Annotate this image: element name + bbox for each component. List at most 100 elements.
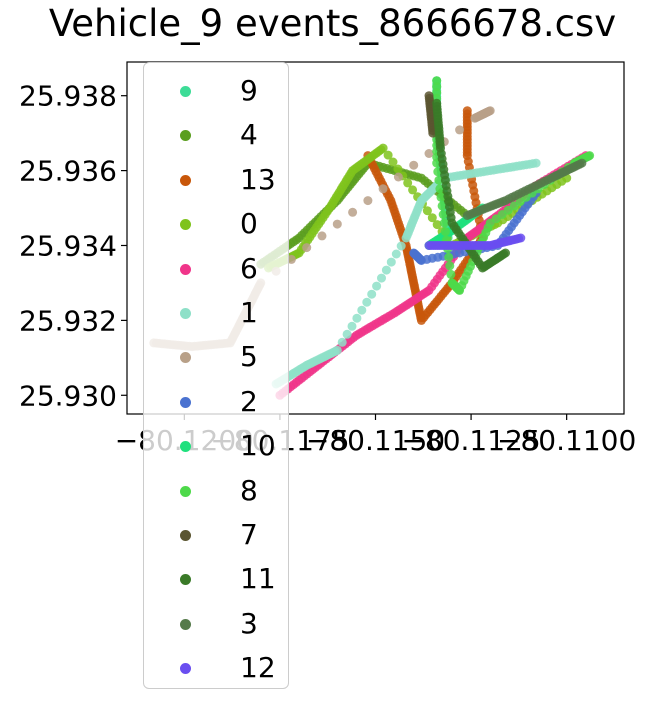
chart-marks — [149, 76, 595, 400]
legend-marker — [180, 86, 191, 97]
point-1 — [352, 313, 362, 323]
point-5 — [332, 219, 342, 229]
legend-label: 3 — [240, 606, 258, 640]
legend-item-0: 0 — [144, 202, 290, 246]
point-5 — [393, 172, 403, 182]
point-0 — [408, 185, 418, 195]
x-tick-label: −80.1100 — [497, 424, 636, 457]
legend-label: 9 — [240, 74, 258, 107]
legend-label: 6 — [240, 251, 258, 285]
point-8 — [444, 252, 454, 262]
point-1 — [391, 249, 401, 259]
legend-marker — [180, 308, 191, 319]
legend-marker — [180, 352, 191, 364]
y-tick-label: 25.932 — [19, 304, 117, 337]
point-5 — [363, 196, 373, 206]
legend-label: 4 — [240, 118, 258, 152]
point-5 — [378, 184, 388, 194]
point-0 — [378, 143, 388, 153]
y-tick-label: 25.936 — [19, 155, 117, 188]
legend-item-9: 9 — [144, 69, 290, 113]
legend-item-4: 4 — [144, 113, 290, 157]
series-8 — [432, 76, 595, 295]
series-11 — [432, 98, 510, 273]
chart-title: Vehicle_9 events_8666678.csv — [48, 2, 617, 45]
point-5 — [348, 207, 358, 217]
point-1 — [337, 337, 347, 347]
x-tick-label: −80.1125 — [401, 424, 540, 457]
point-13 — [462, 106, 472, 116]
legend-item-11: 11 — [144, 557, 290, 601]
legend-item-3: 3 — [144, 602, 290, 646]
point-8 — [585, 151, 595, 161]
point-5 — [424, 149, 434, 158]
series-12 — [424, 233, 526, 250]
point-8 — [437, 201, 447, 211]
point-11 — [501, 248, 510, 258]
point-5 — [286, 254, 296, 264]
x-tick-label: −80.1150 — [306, 424, 445, 457]
legend-item-1: 1 — [144, 291, 290, 335]
point-0 — [422, 206, 432, 216]
point-0 — [403, 178, 413, 188]
point-0 — [388, 157, 398, 167]
point-8 — [439, 218, 449, 228]
legend-item-7: 7 — [144, 513, 290, 557]
point-8 — [438, 210, 448, 219]
legend-marker — [180, 574, 191, 586]
legend-label: 8 — [240, 473, 258, 507]
point-8 — [446, 269, 456, 279]
point-1 — [357, 305, 367, 315]
legend-marker — [180, 663, 191, 675]
legend-item-6: 6 — [144, 247, 290, 291]
point-1 — [381, 265, 391, 275]
y-tick-label: 25.930 — [19, 379, 117, 412]
legend-label: 10 — [240, 429, 276, 463]
point-0 — [427, 213, 437, 223]
legend-marker — [180, 618, 191, 630]
legend-marker — [180, 174, 191, 186]
legend-label: 7 — [240, 518, 258, 551]
point-8 — [434, 175, 444, 185]
legend-marker — [180, 485, 191, 497]
point-1 — [372, 281, 382, 291]
point-5 — [455, 125, 465, 135]
y-tick-label: 25.938 — [19, 80, 117, 113]
legend-marker — [180, 396, 191, 408]
point-5 — [409, 160, 419, 170]
point-0 — [432, 220, 442, 230]
series-1 — [271, 158, 541, 389]
point-8 — [440, 227, 450, 237]
point-8 — [445, 261, 455, 271]
legend-item-12: 12 — [144, 646, 290, 690]
legend-marker — [180, 263, 191, 275]
legend-marker — [180, 530, 191, 541]
series-3 — [462, 158, 587, 220]
legend-item-8: 8 — [144, 469, 290, 513]
legend-label: 0 — [240, 207, 258, 241]
point-1 — [362, 297, 372, 307]
legend-label: 12 — [240, 651, 276, 685]
point-5 — [485, 106, 495, 116]
point-12 — [516, 233, 526, 243]
point-5 — [302, 243, 312, 253]
point-1 — [386, 257, 396, 267]
y-axis: 25.930 25.932 25.934 25.936 25.938 — [19, 80, 127, 412]
point-1 — [367, 289, 377, 299]
legend-label: 2 — [240, 384, 258, 418]
legend-marker — [180, 130, 191, 142]
legend-item-5: 5 — [144, 335, 290, 379]
legend-label: 13 — [240, 162, 276, 196]
legend: 9 4 13 0 6 1 5 2 10 8 7 11 3 12 — [143, 62, 289, 689]
legend-item-13: 13 — [144, 158, 290, 202]
legend-item-10: 10 — [144, 424, 290, 468]
point-1 — [342, 329, 352, 339]
y-tick-label: 25.934 — [19, 229, 117, 262]
legend-label: 5 — [240, 340, 258, 374]
point-8 — [436, 192, 446, 202]
legend-item-2: 2 — [144, 380, 290, 424]
legend-label: 11 — [240, 562, 276, 596]
point-3 — [577, 158, 587, 168]
point-0 — [393, 164, 403, 174]
